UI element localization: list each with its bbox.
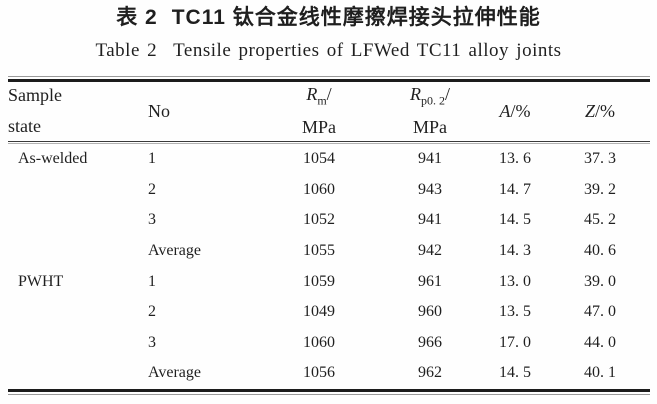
rm-subscript: m [317,93,327,108]
cell-elongation: 13. 0 [499,272,531,290]
header-rp02-unit: MPa [412,117,447,137]
cell-no: 1 [148,150,156,168]
table-body: As-welded 1 1054 941 13. 6 37. 3 2 1060 … [8,144,650,389]
header-elongation: A/% [480,82,550,141]
cell-no: Average [148,242,201,260]
cell-rm: 1055 [303,242,335,260]
rp02-slash: / [444,84,450,104]
table-header: Sample state No Rm/ MPa Rp0. 2/ MPa A/% … [8,82,650,141]
cell-rp02: 942 [418,242,442,260]
cell-rm: 1052 [303,211,335,229]
header-sample-state-line2: state [8,116,41,136]
cell-reduction: 39. 2 [584,180,616,198]
cell-elongation: 14. 5 [499,211,531,229]
cell-elongation: 13. 5 [499,303,531,321]
cell-rp02: 941 [418,150,442,168]
table-title-en-label: Table 2 [95,40,158,61]
rp02-subscript: p0. 2 [420,93,445,108]
cell-reduction: 40. 6 [584,242,616,260]
table-row: As-welded 1 1054 941 13. 6 37. 3 [8,144,650,175]
z-symbol: Z [584,101,595,121]
cell-no: 2 [148,180,156,198]
table-row: 3 1060 966 17. 0 44. 0 [8,328,650,359]
cell-sample-state: PWHT [18,272,64,290]
cell-reduction: 44. 0 [584,333,616,351]
a-symbol: A [499,101,511,121]
header-separator-dark [8,141,650,142]
table-row: 2 1049 960 13. 5 47. 0 [8,297,650,328]
header-rm-symbol-line: Rm/ [306,84,332,108]
cell-reduction: 45. 2 [584,211,616,229]
cell-elongation: 13. 6 [499,150,531,168]
cell-rp02: 960 [418,303,442,321]
table-bottom-rule-thick [8,388,650,392]
table-row: 2 1060 943 14. 7 39. 2 [8,175,650,206]
table-title-cn-label: 表 2 [116,6,158,29]
header-sample-state: Sample state [8,82,140,141]
cell-elongation: 14. 7 [499,180,531,198]
table-top-rule-thin [8,76,650,77]
cell-elongation: 17. 0 [499,333,531,351]
cell-no: 3 [148,211,156,229]
header-reduction: Z/% [550,82,650,141]
cell-elongation: 14. 5 [499,364,531,382]
table-bottom-rule-thin [8,393,650,395]
cell-no: 2 [148,303,156,321]
header-sample-state-line1: Sample [8,85,62,105]
table-row: Average 1056 962 14. 5 40. 1 [8,358,650,389]
table-title-en-text: Tensile properties of LFWed TC11 alloy j… [173,40,562,61]
data-table: Sample state No Rm/ MPa Rp0. 2/ MPa A/% … [8,76,650,395]
header-rp02-symbol-line: Rp0. 2/ [409,84,450,108]
cell-no: 1 [148,272,156,290]
cell-rp02: 961 [418,272,442,290]
table-row: PWHT 1 1059 961 13. 0 39. 0 [8,266,650,297]
cell-reduction: 39. 0 [584,272,616,290]
table-top-rule-thick [8,79,650,82]
header-no: No [140,82,258,141]
cell-reduction: 40. 1 [584,364,616,382]
cell-rp02: 966 [418,333,442,351]
rm-symbol: R [306,84,318,104]
cell-rm: 1049 [303,303,335,321]
cell-reduction: 37. 3 [584,150,616,168]
header-rp02: Rp0. 2/ MPa [380,82,480,141]
cell-sample-state: As-welded [18,150,88,168]
header-rm: Rm/ MPa [258,82,380,141]
cell-rp02: 941 [418,211,442,229]
cell-rp02: 962 [418,364,442,382]
z-percent: /% [595,101,615,121]
rp02-symbol: R [409,84,421,104]
header-elongation-label: A/% [500,101,531,122]
header-reduction-label: Z/% [585,101,615,122]
header-no-label: No [148,101,170,121]
cell-rm: 1059 [303,272,335,290]
cell-rm: 1054 [303,150,335,168]
rm-slash: / [326,84,332,104]
header-rm-unit: MPa [301,117,336,137]
table-row: Average 1055 942 14. 3 40. 6 [8,236,650,267]
cell-rm: 1060 [303,180,335,198]
table-title-chinese: 表 2 TC11 钛合金线性摩擦焊接头拉伸性能 [0,4,657,32]
cell-elongation: 14. 3 [499,242,531,260]
cell-rm: 1060 [303,333,335,351]
cell-no: 3 [148,333,156,351]
header-separator-light [8,143,650,144]
table-title-cn-text: TC11 钛合金线性摩擦焊接头拉伸性能 [171,6,541,29]
a-percent: /% [510,101,531,121]
table-title-english: Table 2 Tensile properties of LFWed TC11 … [0,38,657,64]
cell-rp02: 943 [418,180,442,198]
cell-reduction: 47. 0 [584,303,616,321]
cell-rm: 1056 [303,364,335,382]
cell-no: Average [148,364,201,382]
table-row: 3 1052 941 14. 5 45. 2 [8,205,650,236]
